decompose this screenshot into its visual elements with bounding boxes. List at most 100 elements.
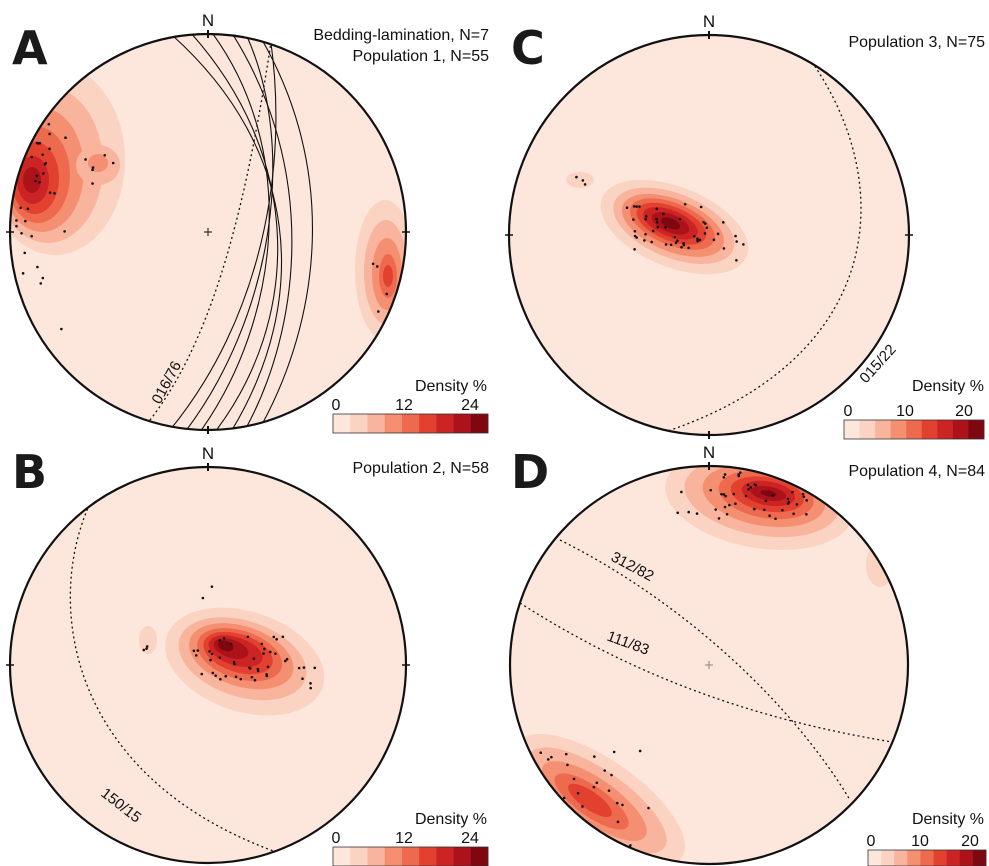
- pole-point: [655, 220, 659, 224]
- pole-point: [145, 647, 148, 650]
- mean-plane-b: [69, 469, 301, 861]
- pole-point: [734, 502, 737, 506]
- pole-point: [723, 505, 727, 509]
- legend-swatch: [968, 420, 985, 439]
- pole-point: [239, 677, 243, 681]
- pole-point: [687, 510, 691, 514]
- pole-point: [673, 235, 677, 239]
- pole-point: [593, 755, 596, 758]
- pole-point: [48, 147, 51, 150]
- legend-tick-b-1: 12: [395, 830, 413, 847]
- pole-point: [263, 647, 266, 651]
- pole-point: [581, 805, 584, 808]
- pole-point: [211, 671, 215, 675]
- pole-point: [539, 821, 543, 824]
- legend-swatch: [952, 420, 969, 439]
- legend-swatch: [959, 850, 974, 866]
- panel-letter-b: B: [12, 445, 47, 499]
- legend-swatch: [875, 420, 891, 439]
- density-legend-b: Density % 0 12 24: [332, 811, 489, 866]
- pole-point: [722, 247, 726, 250]
- pole-point: [676, 239, 679, 242]
- pole-point: [539, 751, 543, 755]
- pole-point: [746, 483, 750, 487]
- pole-point: [692, 235, 696, 238]
- pole-point: [764, 499, 768, 503]
- pole-point: [234, 675, 238, 679]
- legend-swatch: [367, 414, 385, 433]
- pole-point: [709, 488, 713, 492]
- legend-swatch: [350, 847, 368, 866]
- pole-point: [738, 471, 742, 474]
- pole-point: [111, 161, 115, 165]
- pole-point: [250, 675, 254, 679]
- pole-point: [696, 239, 699, 243]
- legend-swatch: [894, 850, 908, 866]
- pole-point: [18, 140, 21, 144]
- pole-point: [802, 495, 806, 499]
- pole-point: [629, 844, 632, 847]
- north-label-c: N: [703, 12, 715, 31]
- density-legend-a: Density % 0 12 24: [332, 378, 489, 434]
- pole-point: [717, 517, 721, 520]
- pole-point: [722, 475, 726, 479]
- pole-point: [252, 657, 256, 660]
- pole-point: [103, 153, 107, 157]
- pole-point: [786, 497, 790, 501]
- pole-point: [712, 238, 716, 242]
- pole-point: [635, 205, 638, 208]
- pole-point: [683, 202, 687, 206]
- density-contours-b: [69, 469, 325, 861]
- legend-tick-a-1: 12: [395, 397, 413, 414]
- pole-point: [208, 650, 211, 653]
- panel-b: N B Population 2, N=58 150/15 Density % …: [6, 444, 489, 866]
- pole-point: [795, 503, 799, 506]
- legend-swatch: [920, 850, 934, 866]
- pole-point: [192, 649, 196, 653]
- pole-point: [792, 512, 795, 515]
- pole-point: [552, 812, 555, 816]
- panel-c: N C Population 3, N=75 015/22 Density % …: [505, 12, 985, 440]
- legend-tick-c-0: 0: [844, 403, 853, 420]
- pole-point: [744, 494, 748, 498]
- mean-plane-a: [149, 35, 273, 421]
- legend-swatch: [868, 850, 882, 866]
- pole-point: [41, 153, 44, 156]
- legend-tick-c-2: 20: [955, 403, 973, 420]
- legend-swatch: [470, 847, 489, 866]
- legend-swatch: [907, 850, 921, 866]
- pole-point: [723, 473, 727, 476]
- pole-point: [676, 511, 679, 515]
- pole-point: [753, 483, 757, 486]
- pole-point: [716, 232, 720, 236]
- pole-point: [91, 168, 94, 172]
- pole-point: [285, 657, 289, 661]
- pole-point: [633, 234, 637, 238]
- legend-swatch: [419, 414, 437, 433]
- pole-point: [669, 243, 673, 247]
- pole-point: [268, 650, 272, 654]
- pole-point: [714, 508, 718, 511]
- pole-point: [281, 635, 285, 639]
- pole-point: [651, 229, 655, 233]
- pole-point: [233, 662, 236, 666]
- density-contours-d: [514, 466, 894, 864]
- legend-frame: [843, 419, 985, 440]
- pole-point: [196, 649, 200, 652]
- pole-point: [36, 265, 39, 269]
- pole-point: [44, 161, 48, 165]
- pole-point: [84, 158, 87, 161]
- legend-title-d: Density %: [912, 811, 984, 828]
- caption-b-1: Population 2, N=58: [352, 460, 489, 477]
- pole-point: [674, 241, 678, 245]
- pole-point: [297, 666, 301, 670]
- panel-d: N D Population 4, N=84 312/82 111/83 Den…: [508, 443, 987, 866]
- pole-point: [656, 225, 659, 229]
- pole-point: [38, 180, 41, 184]
- pole-point: [283, 659, 287, 663]
- pole-point: [17, 142, 20, 146]
- pole-point: [47, 122, 51, 126]
- pole-point: [805, 513, 808, 516]
- pole-point: [749, 486, 753, 489]
